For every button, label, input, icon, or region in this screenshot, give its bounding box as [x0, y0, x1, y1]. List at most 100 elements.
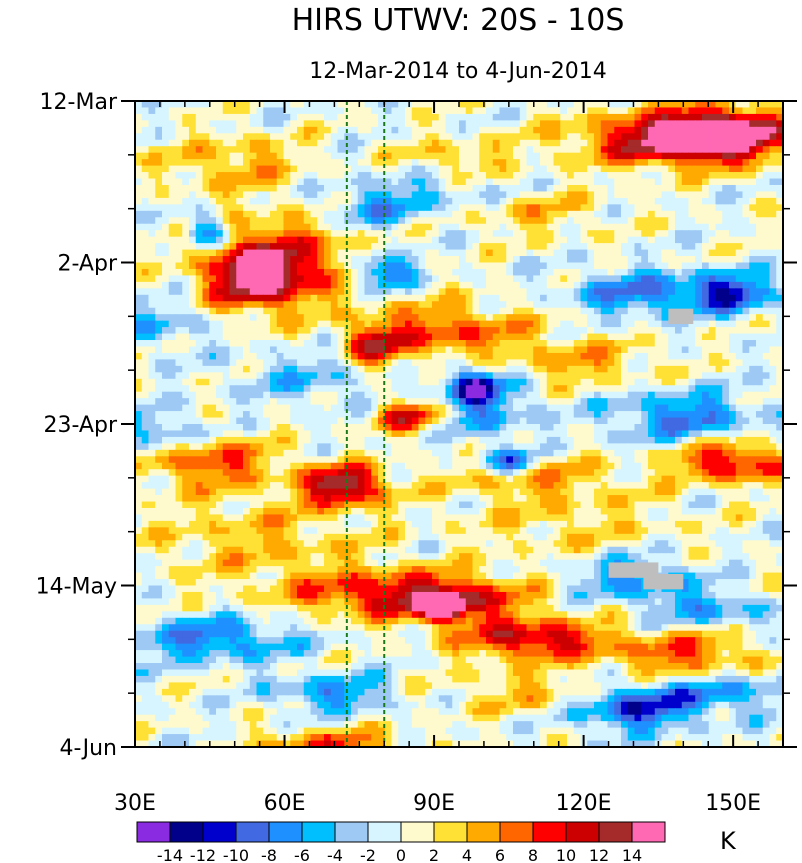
heatmap-cell [546, 288, 555, 296]
heatmap-cell [634, 391, 642, 399]
heatmap-cell [263, 172, 271, 180]
heatmap-cell [492, 301, 501, 309]
heatmap-cell [668, 372, 676, 380]
heatmap-cell [351, 417, 359, 425]
heatmap-cell [648, 281, 656, 289]
heatmap-cell [317, 217, 325, 225]
heatmap-cell [553, 223, 561, 231]
heatmap-cell [155, 113, 163, 121]
heatmap-cell [378, 120, 386, 128]
heatmap-cell [337, 236, 345, 244]
heatmap-cell [243, 333, 251, 341]
heatmap-cell [351, 314, 359, 322]
heatmap-cell [425, 126, 433, 134]
heatmap-cell [317, 281, 325, 289]
heatmap-cell [756, 327, 764, 335]
heatmap-cell [479, 178, 487, 186]
heatmap-cell [486, 243, 494, 251]
heatmap-cell [155, 262, 163, 270]
heatmap-cell [445, 133, 453, 141]
heatmap-cell [189, 126, 197, 134]
heatmap-cell [587, 340, 595, 348]
heatmap-cell [371, 126, 379, 134]
heatmap-cell [364, 359, 372, 367]
heatmap-cell [229, 424, 237, 432]
heatmap-cell [560, 378, 568, 386]
heatmap-cell [405, 139, 413, 147]
heatmap-cell [729, 262, 737, 270]
heatmap-cell [560, 243, 568, 251]
heatmap-cell [634, 230, 642, 238]
heatmap-cell [432, 230, 440, 238]
heatmap-cell [614, 268, 622, 277]
heatmap-cell [614, 146, 622, 154]
heatmap-cell [654, 333, 663, 341]
heatmap-cell [479, 126, 487, 134]
heatmap-cell [135, 424, 143, 432]
heatmap-cell [405, 333, 413, 341]
heatmap-cell [762, 256, 771, 264]
heatmap-cell [418, 236, 426, 244]
heatmap-cell [762, 268, 771, 277]
heatmap-cell [290, 262, 298, 270]
heatmap-cell [141, 191, 150, 199]
heatmap-cell [762, 307, 771, 315]
heatmap-cell [357, 307, 366, 315]
heatmap-cell [567, 165, 575, 173]
heatmap-cell [526, 340, 534, 348]
heatmap-cell [459, 391, 467, 399]
heatmap-cell [391, 126, 399, 134]
heatmap-cell [594, 294, 602, 302]
heatmap-cell [465, 378, 474, 386]
heatmap-cell [202, 275, 210, 283]
heatmap-cell [621, 101, 629, 109]
heatmap-cell [317, 262, 325, 270]
heatmap-cell [661, 172, 669, 180]
heatmap-cell [182, 275, 190, 283]
heatmap-cell [297, 101, 305, 109]
heatmap-cell [513, 152, 521, 160]
heatmap-cell [702, 210, 710, 218]
heatmap-cell [344, 184, 352, 193]
heatmap-cell [229, 365, 237, 373]
heatmap-cell [573, 178, 582, 186]
heatmap-cell [303, 223, 312, 231]
heatmap-cell [175, 359, 183, 367]
heatmap-cell [513, 217, 521, 225]
heatmap-cell [398, 307, 406, 315]
heatmap-cell [148, 172, 156, 180]
heatmap-cell [486, 178, 494, 186]
heatmap-cell [297, 288, 305, 296]
heatmap-cell [324, 101, 332, 109]
heatmap-cell [621, 385, 629, 393]
heatmap-cell [465, 133, 474, 141]
heatmap-cell [317, 139, 325, 147]
heatmap-cell [715, 172, 723, 180]
heatmap-cell [742, 288, 750, 296]
heatmap-cell [243, 281, 251, 289]
heatmap-cell [567, 340, 575, 348]
heatmap-cell [135, 404, 143, 412]
heatmap-cell [243, 346, 251, 354]
heatmap-cell [479, 314, 487, 322]
heatmap-cell [614, 288, 622, 296]
heatmap-cell [465, 288, 474, 296]
heatmap-cell [357, 210, 366, 218]
heatmap-cell [519, 372, 528, 380]
heatmap-cell [614, 333, 622, 341]
heatmap-cell [364, 139, 372, 147]
heatmap-cell [283, 320, 291, 328]
heatmap-cell [722, 159, 730, 167]
heatmap-cell [627, 139, 636, 147]
heatmap-cell [283, 243, 291, 251]
heatmap-cell [479, 120, 487, 128]
heatmap-cell [735, 204, 744, 212]
heatmap-cell [641, 197, 649, 205]
heatmap-cell [668, 230, 676, 238]
heatmap-cell [735, 385, 744, 393]
heatmap-cell [634, 333, 642, 341]
heatmap-cell [479, 417, 487, 425]
heatmap-cell [148, 378, 156, 386]
heatmap-cell [135, 301, 143, 309]
heatmap-cell [722, 301, 730, 309]
